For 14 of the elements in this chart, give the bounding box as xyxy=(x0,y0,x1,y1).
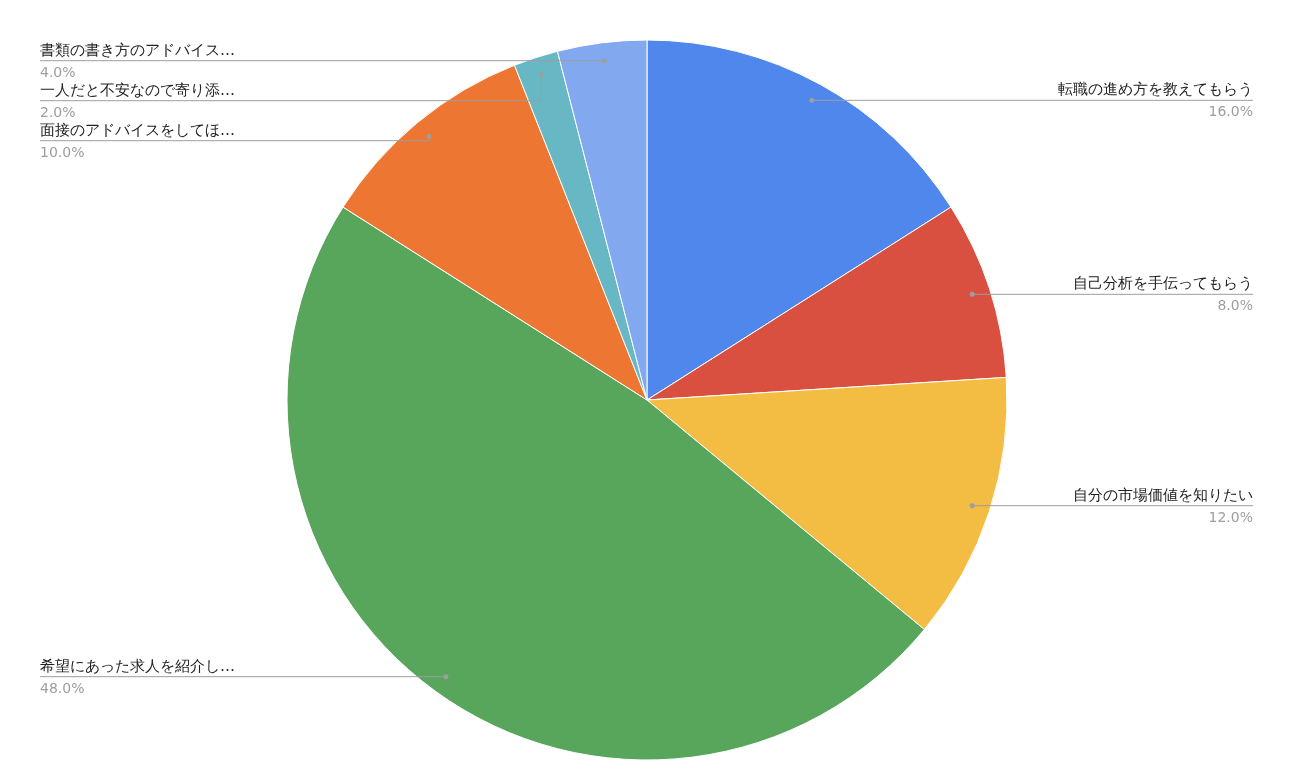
slice-label: 転職の進め方を教えてもらう xyxy=(1058,80,1253,99)
data-label: 2.0% xyxy=(40,103,76,120)
data-label: 12.0% xyxy=(1208,508,1253,525)
data-label: 4.0% xyxy=(40,63,76,80)
data-label: 8.0% xyxy=(1217,297,1253,314)
data-label: 48.0% xyxy=(40,679,85,696)
slice-label: 自分の市場価値を知りたい xyxy=(1073,485,1253,504)
slice-label: 書類の書き方のアドバイス… xyxy=(40,40,235,59)
data-label: 10.0% xyxy=(40,143,85,160)
slice-label: 一人だと不安なので寄り添… xyxy=(40,80,235,99)
slice-label: 面接のアドバイスをしてほ… xyxy=(40,120,235,139)
slice-label: 希望にあった求人を紹介し… xyxy=(40,656,235,675)
slice-label: 自己分析を手伝ってもらう xyxy=(1073,274,1253,293)
data-label: 16.0% xyxy=(1208,103,1253,120)
